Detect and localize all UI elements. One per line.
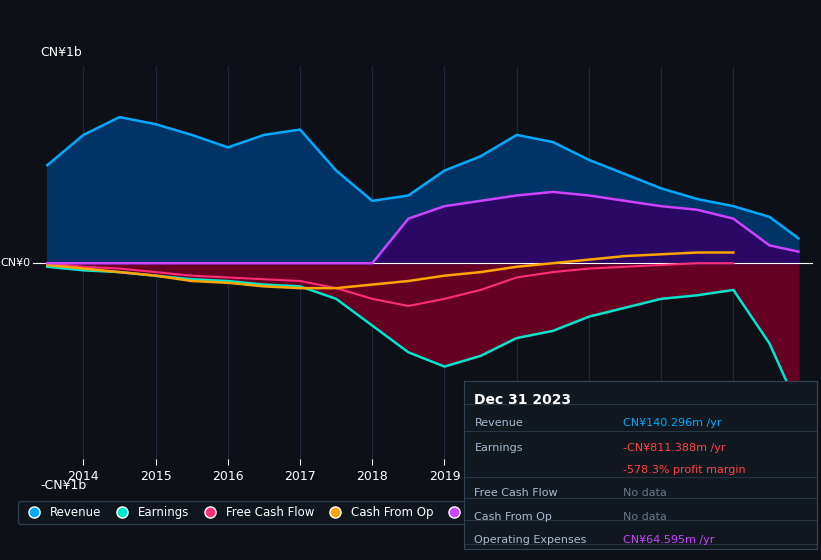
Text: CN¥1b: CN¥1b xyxy=(41,46,82,59)
Text: Cash From Op: Cash From Op xyxy=(475,512,553,522)
Text: Revenue: Revenue xyxy=(475,418,523,428)
Text: Dec 31 2023: Dec 31 2023 xyxy=(475,393,571,407)
Text: CN¥64.595m /yr: CN¥64.595m /yr xyxy=(622,535,714,545)
Text: -CN¥1b: -CN¥1b xyxy=(41,479,87,492)
Text: No data: No data xyxy=(622,512,667,522)
Text: -CN¥811.388m /yr: -CN¥811.388m /yr xyxy=(622,443,725,453)
Legend: Revenue, Earnings, Free Cash Flow, Cash From Op, Operating Expenses: Revenue, Earnings, Free Cash Flow, Cash … xyxy=(18,501,594,524)
Text: -578.3% profit margin: -578.3% profit margin xyxy=(622,465,745,475)
Text: No data: No data xyxy=(622,488,667,498)
Text: Free Cash Flow: Free Cash Flow xyxy=(475,488,558,498)
Text: CN¥0: CN¥0 xyxy=(0,258,30,268)
Text: Operating Expenses: Operating Expenses xyxy=(475,535,587,545)
Text: Earnings: Earnings xyxy=(475,443,523,453)
Text: CN¥140.296m /yr: CN¥140.296m /yr xyxy=(622,418,721,428)
